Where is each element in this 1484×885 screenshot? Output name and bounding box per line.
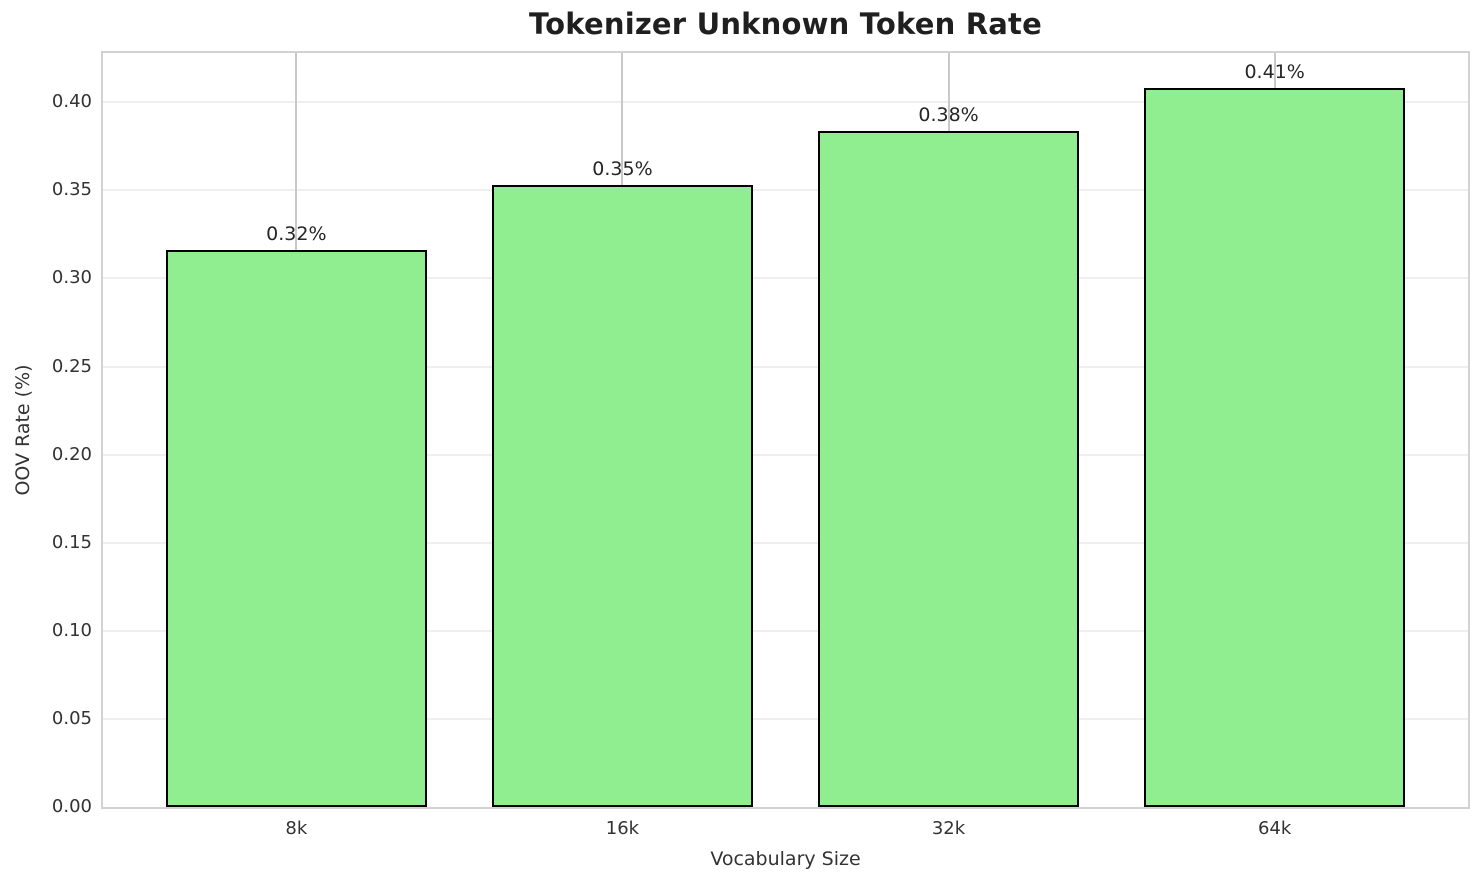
gridline-horizontal xyxy=(103,277,1468,280)
x-tick-label: 16k xyxy=(605,818,640,839)
gridline-horizontal xyxy=(103,453,1468,456)
y-tick-label: 0.20 xyxy=(51,443,92,465)
plot-area: 0.32% 0.35% 0.38% 0.41% xyxy=(101,51,1470,809)
y-tick-label: 0.10 xyxy=(51,619,92,641)
x-tick-label: 32k xyxy=(931,818,966,839)
y-tick-label: 0.40 xyxy=(51,91,92,113)
bar-16k xyxy=(492,185,753,807)
y-tick-label: 0.05 xyxy=(51,707,92,729)
chart-title: Tokenizer Unknown Token Rate xyxy=(529,7,1042,41)
bar-value-label: 0.38% xyxy=(918,104,979,126)
bar-64k xyxy=(1144,88,1405,807)
y-tick-label: 0.30 xyxy=(51,267,92,289)
x-tick-label: 64k xyxy=(1257,818,1292,839)
y-tick-label: 0.15 xyxy=(51,531,92,553)
bar-8k xyxy=(166,250,427,807)
y-tick-label: 0.35 xyxy=(51,179,92,201)
bar-32k xyxy=(818,131,1079,807)
bar-value-label: 0.35% xyxy=(592,158,653,180)
y-tick-label: 0.25 xyxy=(51,355,92,377)
gridline-horizontal xyxy=(103,101,1468,104)
gridline-horizontal xyxy=(103,629,1468,632)
bar-value-label: 0.41% xyxy=(1244,61,1305,83)
gridline-horizontal xyxy=(103,717,1468,720)
y-tick-label: 0.00 xyxy=(51,796,92,817)
gridline-horizontal xyxy=(103,189,1468,192)
y-axis-label: OOV Rate (%) xyxy=(12,364,34,496)
gridline-horizontal xyxy=(103,541,1468,544)
x-tick-label: 8k xyxy=(285,818,308,839)
bar-value-label: 0.32% xyxy=(266,223,327,245)
x-axis-label: Vocabulary Size xyxy=(710,848,861,870)
gridline-horizontal xyxy=(103,365,1468,368)
